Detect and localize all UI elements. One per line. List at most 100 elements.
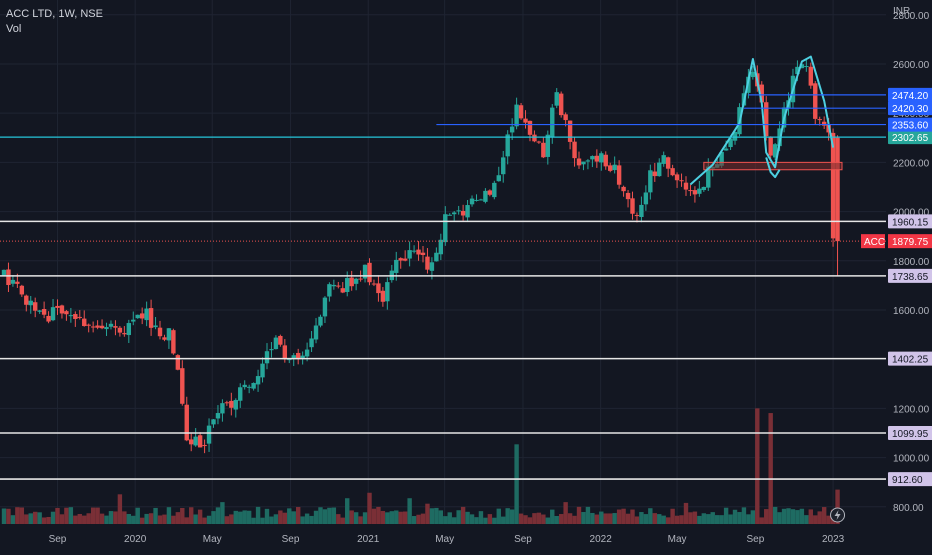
candle-body [648, 170, 653, 193]
candle [688, 184, 693, 196]
candle [821, 116, 827, 129]
volume-bar [505, 508, 510, 524]
level-price-label-text: 2302.65 [892, 133, 929, 144]
candle-body [269, 349, 274, 351]
volume-bar [545, 517, 551, 524]
volume-bar [509, 509, 515, 524]
volume-bar [594, 514, 600, 524]
candle [336, 281, 341, 289]
level-price-label-background [888, 101, 932, 116]
candle-body [630, 198, 635, 214]
candle-body [398, 258, 403, 261]
candle [701, 186, 707, 192]
candle-body [808, 66, 813, 86]
volume-bar [246, 510, 252, 524]
volume-bar [790, 509, 796, 524]
candle [585, 159, 591, 170]
candle-body [732, 131, 738, 141]
candle-body [24, 295, 29, 305]
candle [162, 334, 167, 342]
candle [465, 199, 470, 222]
candle-body [260, 363, 265, 378]
volume-bar [581, 512, 586, 524]
candle-body [291, 355, 296, 359]
level-price-label-background [888, 351, 932, 366]
candle-body [603, 154, 608, 167]
candle-body [180, 368, 185, 404]
volume-bar [835, 489, 840, 524]
candle-body [264, 351, 270, 364]
candle-body [148, 308, 154, 328]
volume-bar [95, 507, 100, 524]
candle [10, 275, 16, 287]
candle-body [104, 327, 109, 330]
volume-bar [496, 508, 501, 524]
volume-bar [478, 511, 484, 524]
candle-body [331, 284, 337, 287]
candle-body [33, 302, 38, 311]
candle [732, 131, 738, 145]
candle-body [759, 84, 764, 103]
level-price-label: 2420.30 [888, 101, 932, 115]
candle-body [460, 210, 466, 216]
candle-body [15, 281, 20, 284]
candle [692, 186, 698, 203]
candle-body [376, 283, 381, 294]
volume-bar [768, 413, 773, 524]
candle-body [273, 337, 279, 350]
candle-body [474, 199, 479, 201]
candle [443, 206, 448, 246]
time-axis-tick-label: May [203, 534, 222, 545]
candle-body [585, 160, 591, 162]
candle-body [407, 250, 412, 259]
volume-bar [295, 507, 301, 524]
lightning-icon[interactable] [830, 507, 846, 523]
candle-body [197, 435, 203, 448]
candle-body [550, 107, 555, 137]
volume-bar [367, 492, 372, 524]
chart-header: ACC LTD, 1W, NSE Vol [6, 7, 103, 37]
candle-body [340, 288, 345, 293]
candle [599, 151, 604, 171]
volume-bar [46, 516, 51, 524]
candle-body [242, 384, 247, 388]
volume-bar [171, 515, 176, 524]
volume-bar [322, 509, 328, 524]
volume-bar [688, 512, 693, 524]
candle-body [255, 376, 261, 385]
candle-body [478, 199, 484, 201]
candle [82, 310, 87, 327]
volume-bar [416, 514, 421, 524]
candle-body [139, 313, 145, 319]
candle-body [135, 314, 140, 319]
volume-bar [260, 517, 265, 524]
volume-bar [487, 514, 493, 524]
symbol-title[interactable]: ACC LTD, 1W, NSE [6, 8, 103, 20]
volume-bar [657, 514, 662, 524]
volume-bar [99, 513, 105, 524]
volume-bar [113, 511, 118, 524]
volume-indicator-label[interactable]: Vol [6, 23, 22, 35]
candle-body [487, 190, 493, 195]
candle [402, 250, 408, 262]
candle [772, 143, 778, 161]
candle-body [639, 204, 644, 218]
candle [215, 405, 221, 425]
volume-bar [10, 515, 16, 524]
candle-body [835, 137, 840, 242]
candle [661, 151, 666, 167]
candle-body [563, 114, 568, 121]
volume-bar [723, 507, 729, 524]
volume-bar [202, 517, 207, 524]
candle [171, 328, 176, 355]
volume-bar [135, 507, 140, 524]
candle-body [518, 105, 524, 119]
candle-body [643, 192, 649, 205]
volume-bar [710, 512, 715, 524]
volume-bar [541, 514, 546, 524]
candle-body [166, 328, 172, 341]
price-axis-tick-label: 2600.00 [893, 60, 930, 71]
candle [28, 295, 33, 314]
